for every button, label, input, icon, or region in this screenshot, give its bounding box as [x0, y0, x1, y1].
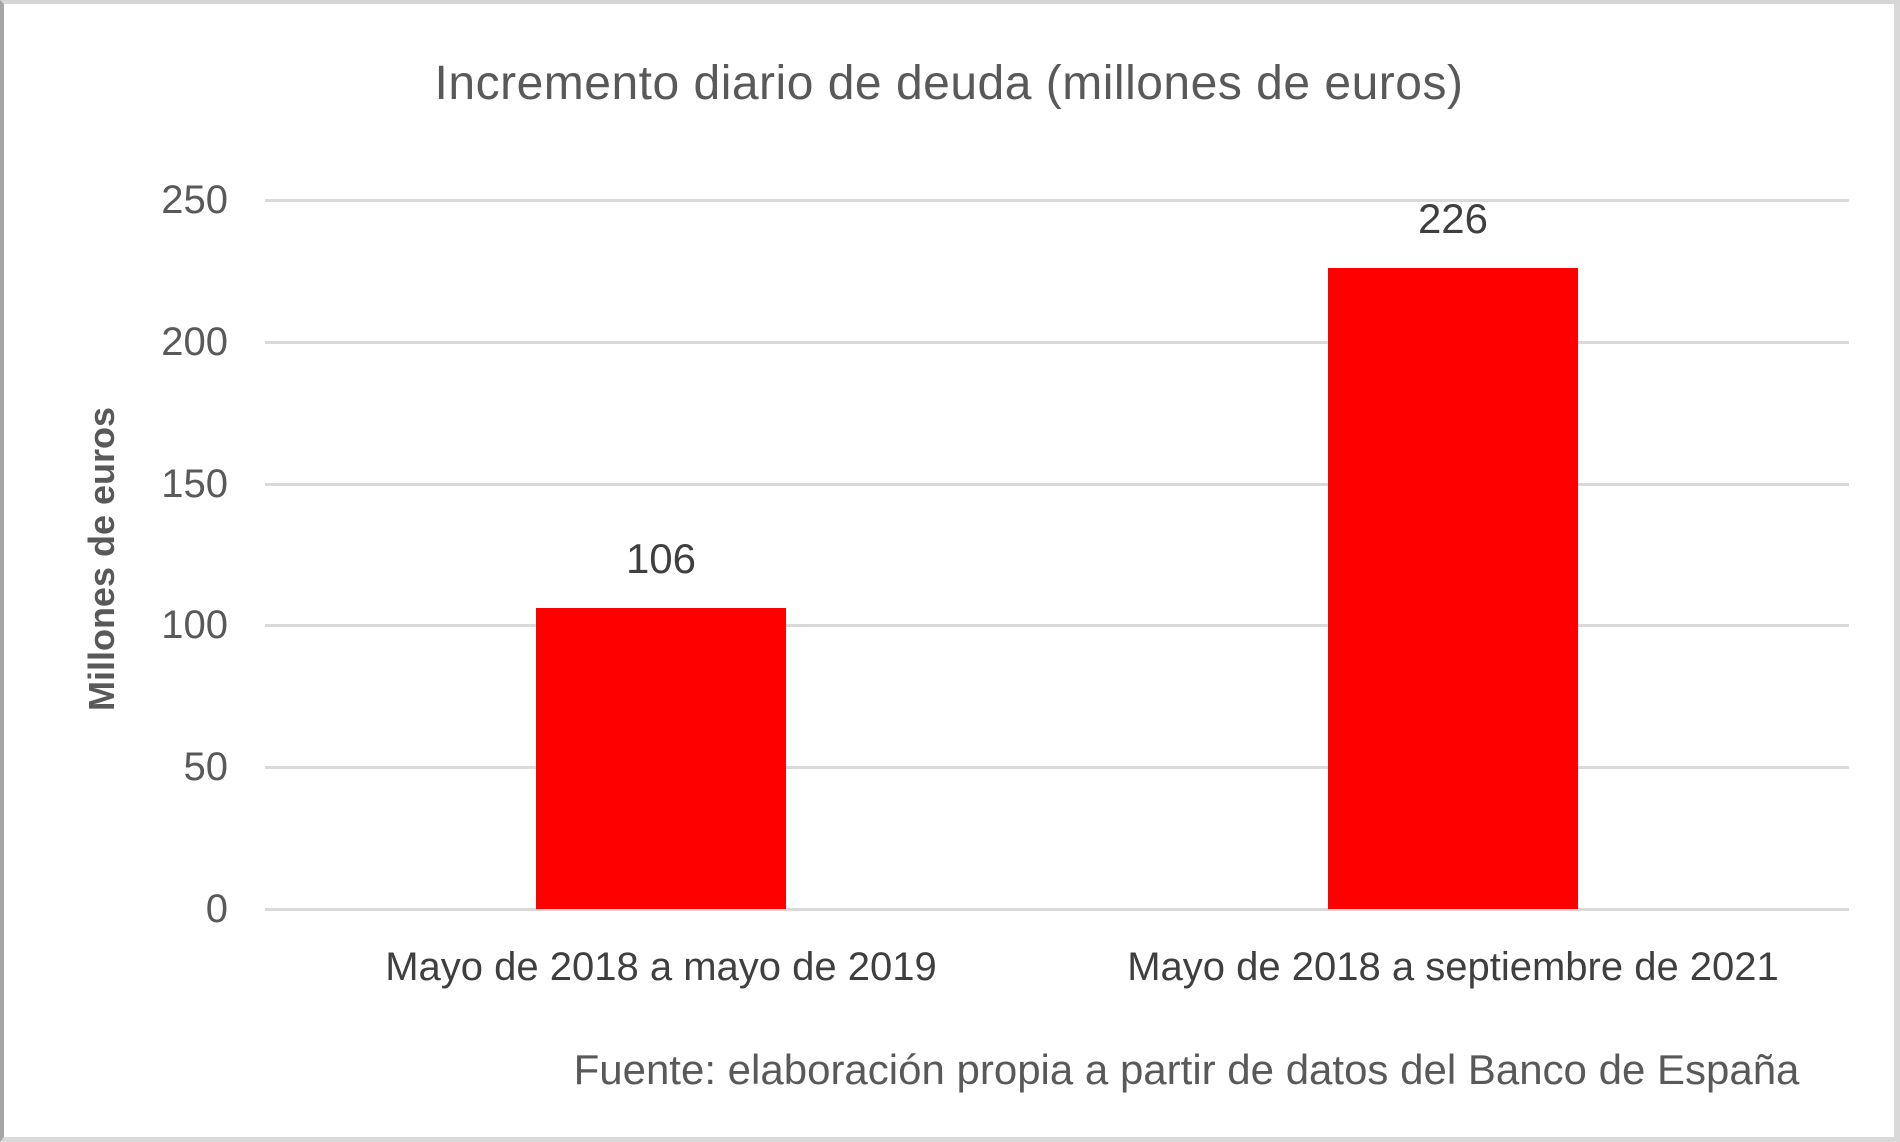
- y-tick-label: 50: [183, 745, 229, 790]
- gridline: [265, 199, 1849, 202]
- y-tick-label: 250: [161, 178, 228, 222]
- y-tick-label: 100: [161, 603, 228, 648]
- bar: [536, 608, 786, 909]
- source-note: Fuente: elaboración propia a partir de d…: [573, 1046, 1800, 1093]
- y-axis-title: Millones de euros: [81, 406, 122, 712]
- gridline: [265, 766, 1849, 770]
- x-category-label: Mayo de 2018 a mayo de 2019: [385, 945, 937, 989]
- bar-value-label: 226: [1417, 195, 1489, 243]
- gridline: [265, 340, 1849, 344]
- gridline: [265, 908, 1849, 911]
- gridline: [265, 482, 1849, 486]
- gridline: [265, 624, 1849, 628]
- plot-area: 106 226: [265, 196, 1849, 911]
- y-tick-label: 0: [205, 887, 228, 931]
- bar-value-label: 106: [625, 535, 697, 583]
- y-tick-label: 200: [161, 319, 228, 364]
- y-tick-label: 150: [161, 461, 228, 506]
- x-category-label: Mayo de 2018 a septiembre de 2021: [1127, 945, 1779, 989]
- bar: [1328, 268, 1578, 909]
- chart-title: Incremento diario de deuda (millones de …: [434, 57, 1464, 110]
